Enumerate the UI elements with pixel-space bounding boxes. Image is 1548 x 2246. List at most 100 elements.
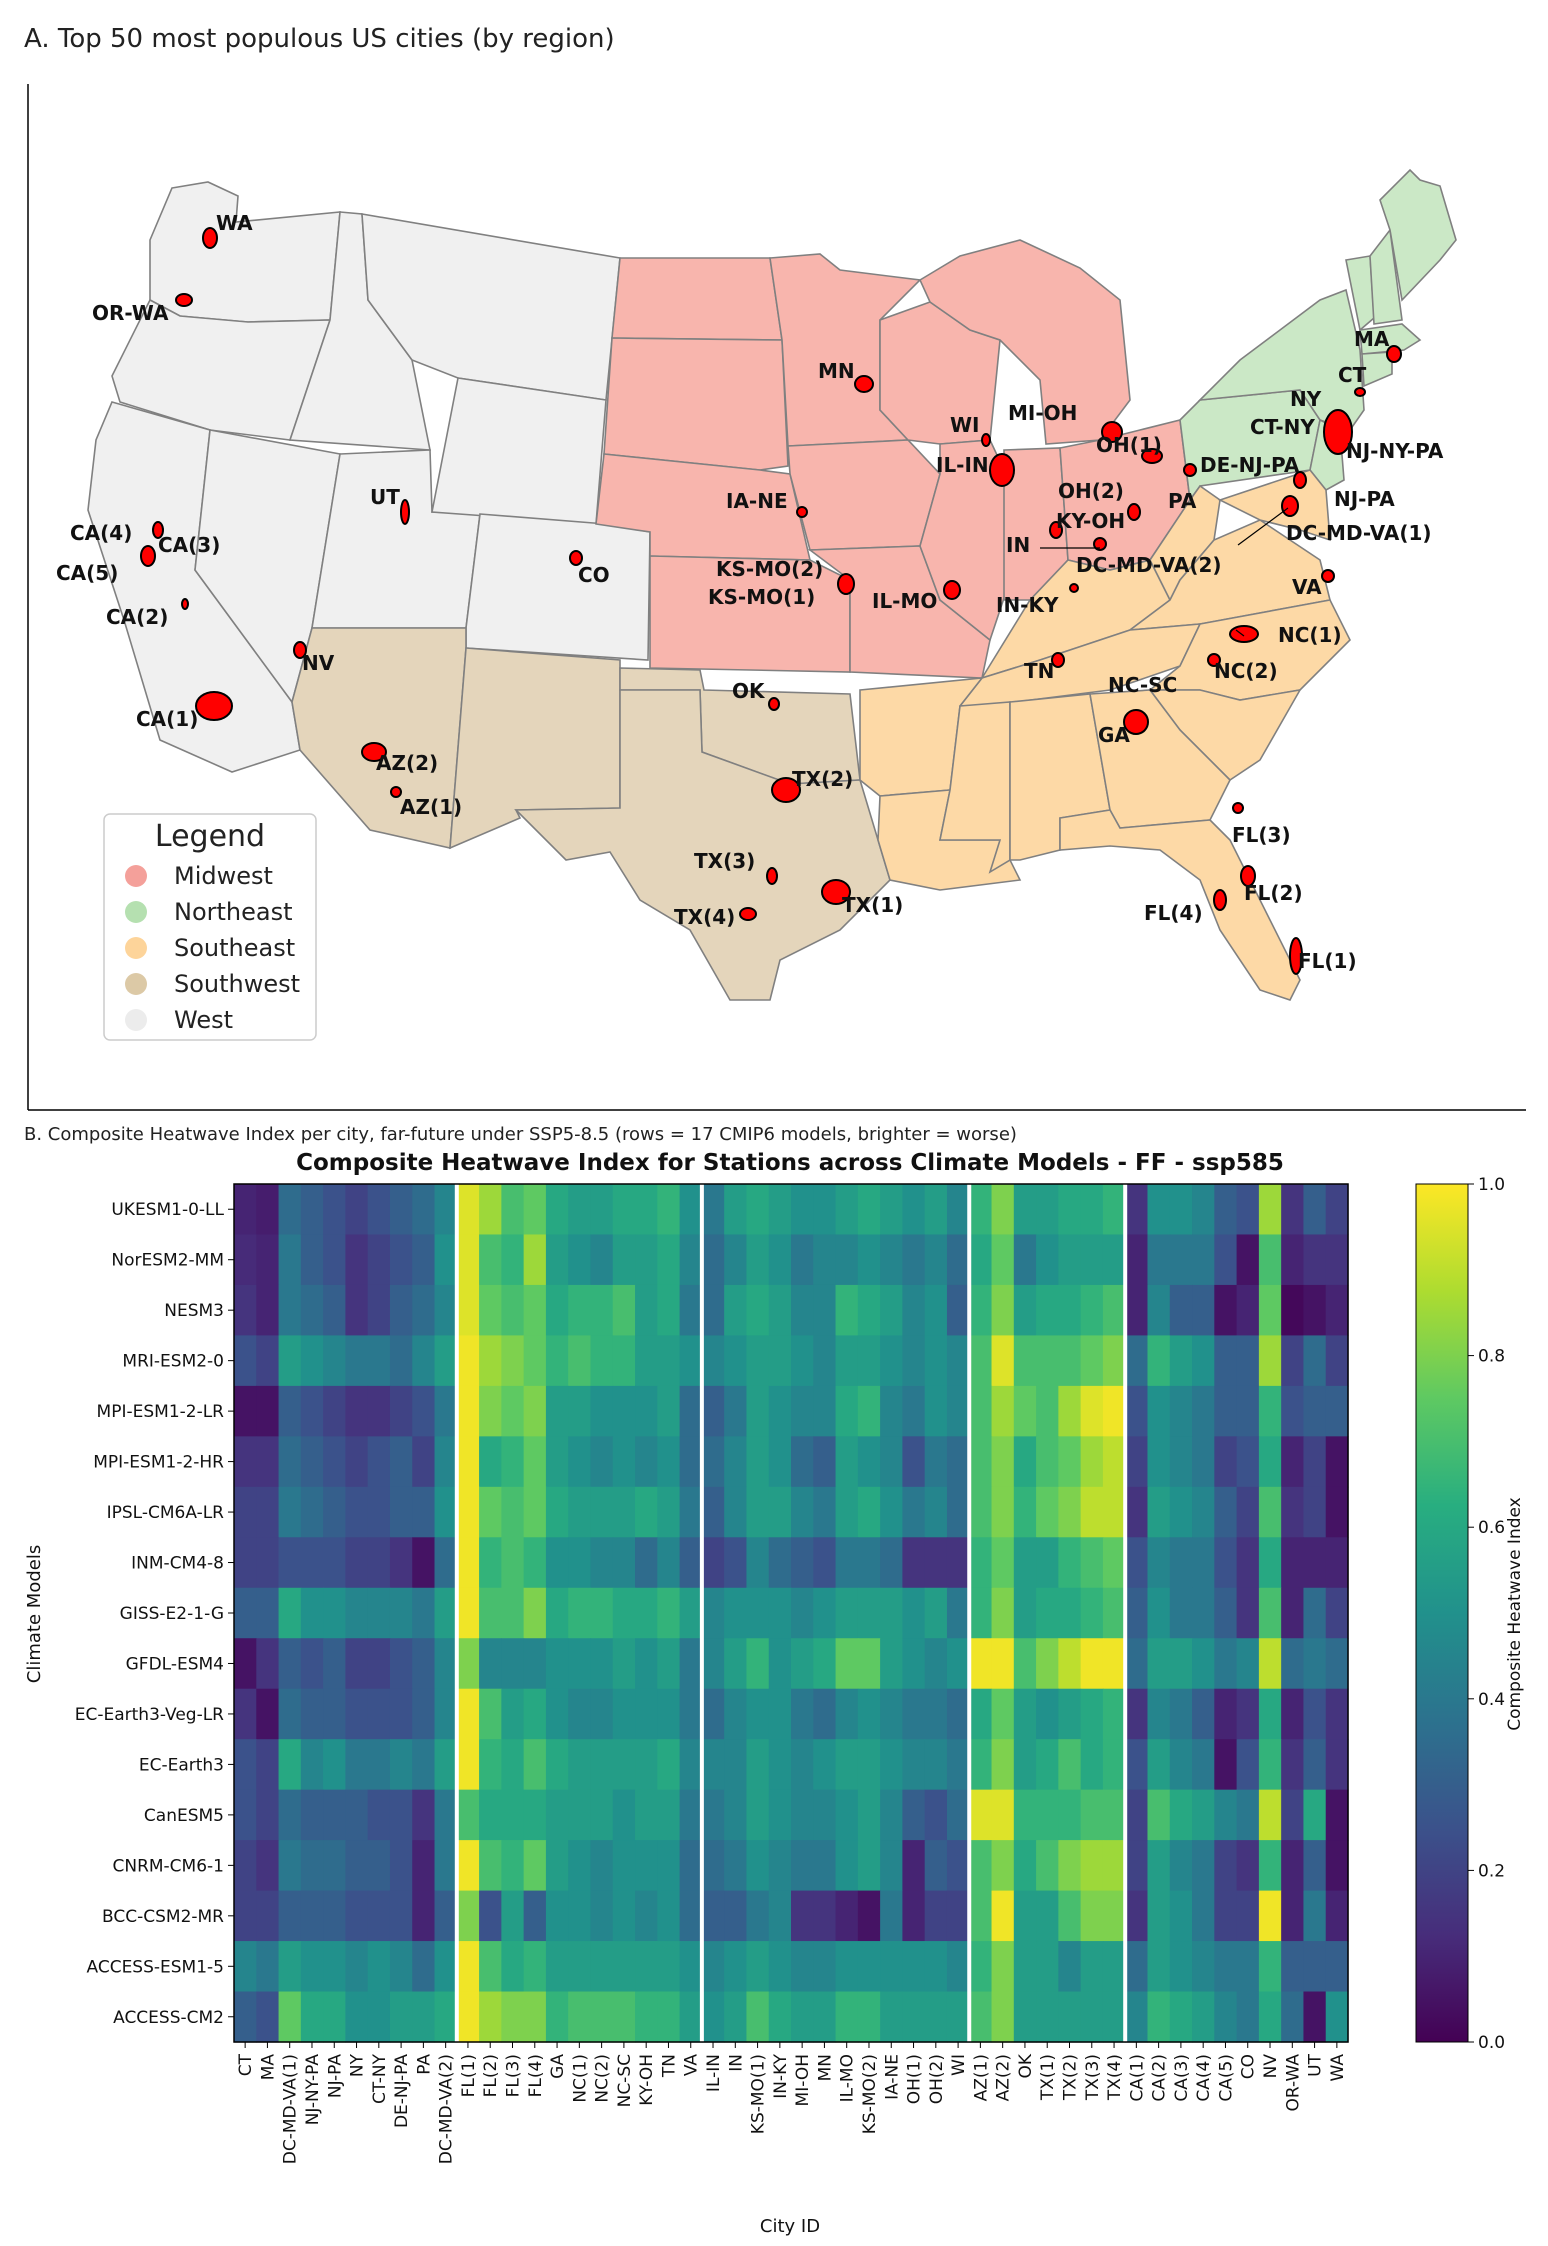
- heatmap-cell: [523, 1385, 547, 1437]
- heatmap-cell: [345, 1234, 369, 1286]
- heatmap-cell: [857, 1840, 881, 1892]
- heatmap-cell: [724, 1335, 748, 1387]
- heatmap-cell: [501, 1638, 525, 1690]
- heatmap-cell: [1013, 1486, 1037, 1538]
- heatmap-cell: [1281, 1890, 1305, 1942]
- heatmap-cell: [1058, 1234, 1082, 1286]
- heatmap-cell: [857, 1184, 881, 1236]
- heatmap-cell: [612, 1486, 636, 1538]
- city-label-or-wa: OR-WA: [92, 301, 169, 325]
- heatmap-cell: [701, 1587, 725, 1639]
- heatmap-cell: [367, 1284, 391, 1337]
- heatmap-cell: [479, 1486, 502, 1538]
- heatmap-cell: [300, 1385, 324, 1437]
- state-massachusetts: [1359, 323, 1422, 355]
- city-label-pa: PA: [1168, 489, 1197, 513]
- city-marker-fl1: [1289, 937, 1303, 975]
- heatmap-cell: [880, 1284, 903, 1337]
- heatmap-cell: [1192, 1638, 1215, 1690]
- heatmap-cell: [389, 1638, 413, 1690]
- region-west: [87, 181, 651, 773]
- heatmap-cell: [657, 1335, 681, 1387]
- heatmap-cell: [389, 1840, 413, 1892]
- heatmap-cell: [1236, 1688, 1260, 1740]
- heatmap-cell: [278, 1234, 302, 1286]
- city-marker-ca4: [152, 521, 164, 539]
- heatmap-cell: [1102, 1284, 1126, 1337]
- heatmap-cell: [635, 1840, 658, 1892]
- heatmap-cell: [456, 1688, 480, 1740]
- heatmap-cell: [501, 1991, 525, 2043]
- heatmap-cell: [635, 1789, 658, 1841]
- heatmap-cell: [456, 1638, 480, 1690]
- heatmap-cell: [612, 1436, 636, 1488]
- state-iowa: [787, 439, 941, 551]
- heatmap-cell: [813, 1486, 837, 1538]
- heatmap-cell: [1303, 1486, 1327, 1538]
- heatmap-cell: [835, 1587, 859, 1639]
- heatmap-cell: [545, 1688, 569, 1740]
- heatmap-cell: [880, 1335, 903, 1387]
- heatmap-cell: [434, 1436, 458, 1488]
- colorbar: [1415, 1183, 1469, 2043]
- heatmap-cell: [1036, 1688, 1059, 1740]
- heatmap-cell: [1125, 1587, 1149, 1639]
- heatmap-cell: [880, 1537, 903, 1589]
- heatmap-cell: [590, 1436, 614, 1488]
- heatmap-cell: [278, 1385, 302, 1437]
- heatmap-cell: [367, 1840, 391, 1892]
- heatmap-cell: [568, 1789, 592, 1841]
- heatmap-cell: [278, 1890, 302, 1942]
- heatmap-cell: [1036, 1234, 1059, 1286]
- heatmap-cell: [679, 1991, 703, 2043]
- heatmap-cell: [946, 1638, 970, 1690]
- heatmap-cell: [701, 1991, 725, 2043]
- heatmap-cell: [1080, 1284, 1104, 1337]
- city-label-nc-sc: NC-SC: [1108, 673, 1177, 697]
- heatmap-cell: [813, 1385, 837, 1437]
- heatmap-cell: [857, 1991, 881, 2043]
- heatmap-cell: [679, 1587, 703, 1639]
- city-label-az2: AZ(2): [376, 751, 438, 775]
- heatmap-cell: [1036, 1184, 1059, 1236]
- heatmap-cell: [946, 1688, 970, 1740]
- heatmap-cell: [701, 1537, 725, 1589]
- heatmap-cell: [679, 1789, 703, 1841]
- heatmap-cell: [590, 1739, 614, 1791]
- city-label-az1: AZ(1): [400, 795, 462, 819]
- heatmap-cell: [635, 1486, 658, 1538]
- heatmap-cell: [746, 1941, 770, 1993]
- region-southwest: [291, 627, 891, 1001]
- heatmap-cell: [1236, 1537, 1260, 1589]
- heatmap-cell: [1013, 1335, 1037, 1387]
- x-tick-label: CA(3): [1172, 2054, 1192, 2102]
- heatmap-cell: [367, 1991, 391, 2043]
- heatmap-cell: [1058, 1486, 1082, 1538]
- heatmap-cell: [1058, 1587, 1082, 1639]
- heatmap-cell: [590, 1537, 614, 1589]
- heatmap-cell: [1214, 1991, 1238, 2043]
- heatmap-cell: [1325, 1184, 1349, 1236]
- heatmap-cell: [1058, 1739, 1082, 1791]
- heatmap-cell: [545, 1587, 569, 1639]
- city-marker-oh1: [1141, 448, 1163, 464]
- heatmap-cell: [1281, 1941, 1305, 1993]
- heatmap-cell: [768, 1284, 792, 1337]
- heatmap-cell: [813, 1587, 837, 1639]
- heatmap-cell: [479, 1991, 502, 2043]
- heatmap-cell: [1258, 1991, 1282, 2043]
- city-label-tx3: TX(3): [694, 849, 755, 873]
- heatmap-cell: [345, 1436, 369, 1488]
- heatmap-cell: [1080, 1638, 1104, 1690]
- heatmap-cell: [991, 1284, 1015, 1337]
- heatmap-cell: [1080, 1335, 1104, 1387]
- y-tick-label: INM-CM4-8: [131, 1554, 224, 1574]
- heatmap-cell: [902, 1991, 926, 2043]
- colorbar-tick-label: 0.8: [1478, 1347, 1505, 1367]
- heatmap-cell: [746, 1184, 770, 1236]
- heatmap-cell: [701, 1385, 725, 1437]
- heatmap-cell: [234, 1941, 257, 1993]
- city-label-ca4: CA(4): [70, 521, 132, 545]
- heatmap-cell: [857, 1436, 881, 1488]
- heatmap-cell: [1303, 1436, 1327, 1488]
